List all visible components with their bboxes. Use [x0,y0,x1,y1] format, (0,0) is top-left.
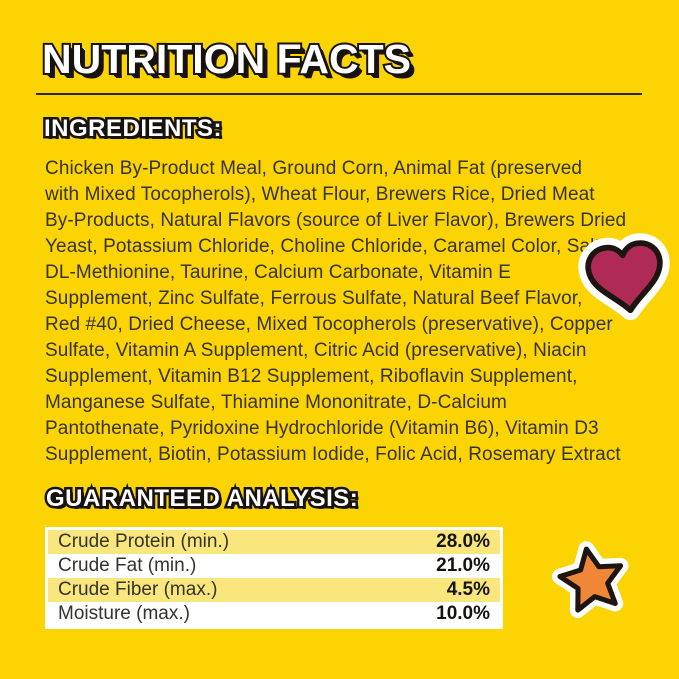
analysis-value: 4.5% [446,579,490,600]
guaranteed-analysis-table: Crude Protein (min.) 28.0% Crude Fat (mi… [45,527,503,629]
ingredients-line: Manganese Sulfate, Thiamine Mononitrate,… [45,392,507,413]
analysis-label: Crude Protein (min.) [58,531,230,552]
title-divider [36,93,642,95]
ingredients-heading: INGREDIENTS: [41,113,224,145]
table-row: Crude Fat (min.) 21.0% [48,554,500,578]
ingredients-line: Sulfate, Vitamin A Supplement, Citric Ac… [45,340,587,361]
analysis-label: Moisture (max.) [58,603,190,624]
analysis-heading: GUARANTEED ANALYSIS: [43,483,360,515]
heart-icon [578,233,671,321]
ingredients-line: DL-Methionine, Taurine, Calcium Carbonat… [45,262,512,283]
ingredients-line: Chicken By-Product Meal, Ground Corn, An… [45,158,583,179]
table-row: Moisture (max.) 10.0% [48,602,500,626]
ingredients-line: Red #40, Dried Cheese, Mixed Tocopherols… [45,314,613,335]
analysis-value: 10.0% [436,603,490,624]
analysis-label: Crude Fiber (max.) [58,579,218,600]
table-row: Crude Protein (min.) 28.0% [48,530,500,554]
star-icon [550,539,633,622]
ingredients-line: Supplement, Biotin, Potassium Iodide, Fo… [45,444,621,465]
ingredients-line: Yeast, Potassium Chloride, Choline Chlor… [45,236,606,257]
ingredients-line: Supplement, Vitamin B12 Supplement, Ribo… [45,366,578,387]
ingredients-line: with Mixed Tocopherols), Wheat Flour, Br… [45,184,595,205]
ingredients-line: By-Products, Natural Flavors (source of … [45,210,627,231]
analysis-value: 21.0% [436,555,490,576]
table-row: Crude Fiber (max.) 4.5% [48,578,500,602]
analysis-label: Crude Fat (min.) [58,555,197,576]
ingredients-line: Pantothenate, Pyridoxine Hydrochloride (… [45,418,599,439]
ingredients-line: Supplement, Zinc Sulfate, Ferrous Sulfat… [45,288,583,309]
page-title: NUTRITION FACTS [40,34,413,84]
ingredients-paragraph: Chicken By-Product Meal, Ground Corn, An… [45,156,655,468]
analysis-value: 28.0% [436,531,490,552]
